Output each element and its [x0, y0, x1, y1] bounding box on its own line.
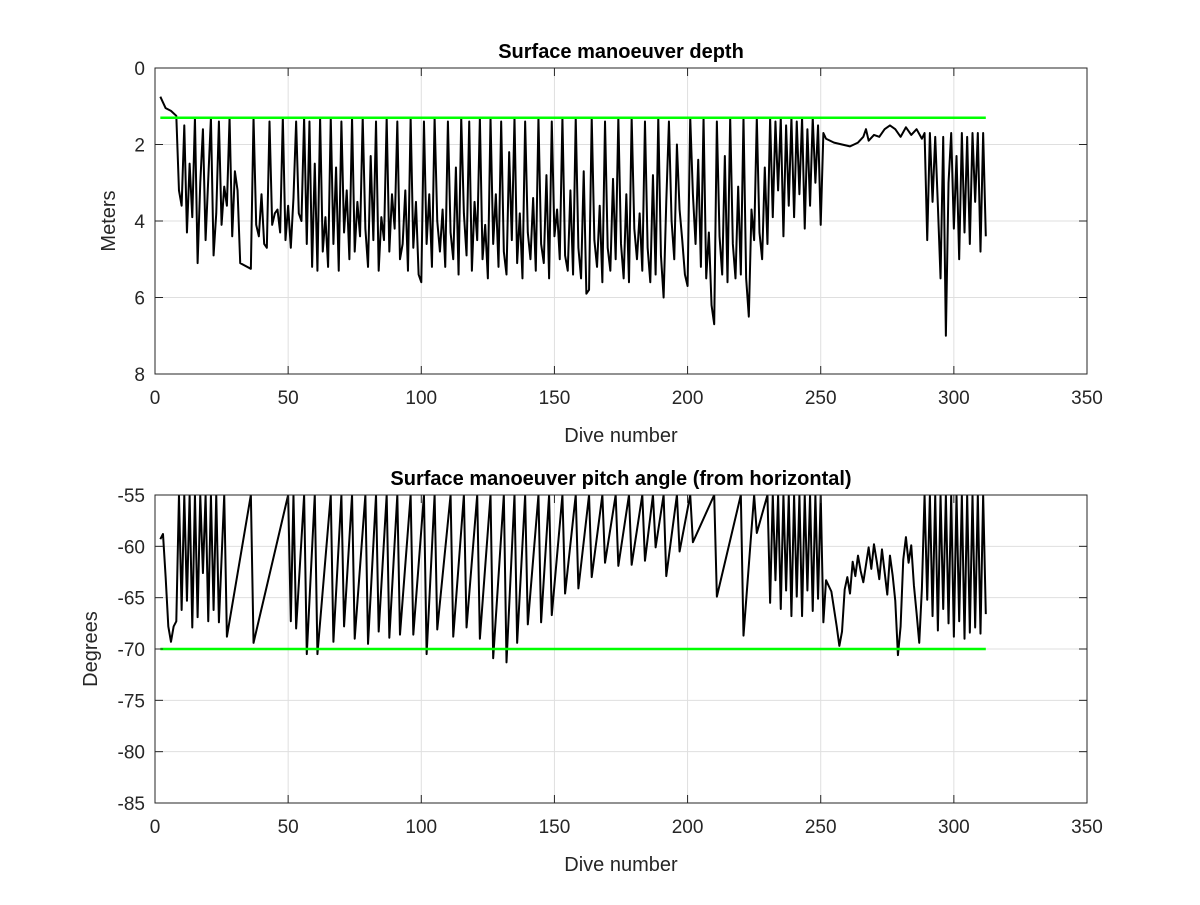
depth-x-tick-label: 50 — [278, 388, 299, 409]
pitch-x-tick-label: 150 — [539, 817, 571, 838]
pitch-x-tick-label: 0 — [150, 817, 161, 838]
pitch-chart-title: Surface manoeuver pitch angle (from hori… — [390, 468, 851, 490]
pitch-y-tick-label: -75 — [118, 691, 145, 712]
pitch-x-tick-label: 100 — [405, 817, 437, 838]
depth-y-tick-label: 2 — [134, 136, 145, 157]
pitch-x-tick-label: 300 — [938, 817, 970, 838]
depth-ticks: 0 50 100 150 200 250 300 350 0 2 4 6 8 — [134, 59, 1102, 409]
pitch-ticks: 0 50 100 150 200 250 300 350 -55 -60 -65 -70 -75 -80 -… — [118, 486, 1103, 838]
pitch-y-tick-label: -85 — [118, 794, 145, 815]
depth-x-tick-label: 350 — [1071, 388, 1103, 409]
pitch-series-group — [159, 495, 987, 664]
pitch-x-tick-label: 200 — [672, 817, 704, 838]
pitch-panel: 0 50 100 150 200 250 300 350 -55 -60 -65 -70 -75 -80 -… — [80, 468, 1103, 876]
pitch-y-axis-label: Degrees — [80, 611, 102, 687]
pitch-y-tick-label: -55 — [118, 486, 145, 507]
depth-y-tick-label: 6 — [134, 289, 145, 310]
pitch-x-axis-label: Dive number — [564, 854, 678, 876]
pitch-data-line — [159, 495, 987, 664]
pitch-y-tick-label: -80 — [118, 743, 145, 764]
pitch-x-tick-label: 350 — [1071, 817, 1103, 838]
depth-x-tick-label: 300 — [938, 388, 970, 409]
pitch-x-tick-label: 50 — [278, 817, 299, 838]
pitch-y-tick-label: -65 — [118, 589, 145, 610]
depth-x-tick-label: 100 — [405, 388, 437, 409]
depth-x-tick-label: 0 — [150, 388, 161, 409]
depth-y-tick-label: 0 — [134, 59, 145, 80]
pitch-x-tick-label: 250 — [805, 817, 837, 838]
depth-panel: 0 50 100 150 200 250 300 350 0 2 4 6 8 Surface manoe… — [98, 41, 1103, 447]
depth-series-group — [159, 96, 987, 337]
depth-y-tick-label: 4 — [134, 212, 145, 233]
depth-y-tick-label: 8 — [134, 365, 145, 386]
depth-x-tick-label: 150 — [539, 388, 571, 409]
pitch-y-tick-label: -60 — [118, 537, 145, 558]
depth-data-line — [159, 96, 987, 337]
depth-x-axis-label: Dive number — [564, 425, 678, 447]
pitch-y-tick-label: -70 — [118, 640, 145, 661]
depth-x-tick-label: 250 — [805, 388, 837, 409]
depth-x-tick-label: 200 — [672, 388, 704, 409]
depth-chart-title: Surface manoeuver depth — [498, 41, 744, 63]
depth-y-axis-label: Meters — [98, 190, 120, 251]
